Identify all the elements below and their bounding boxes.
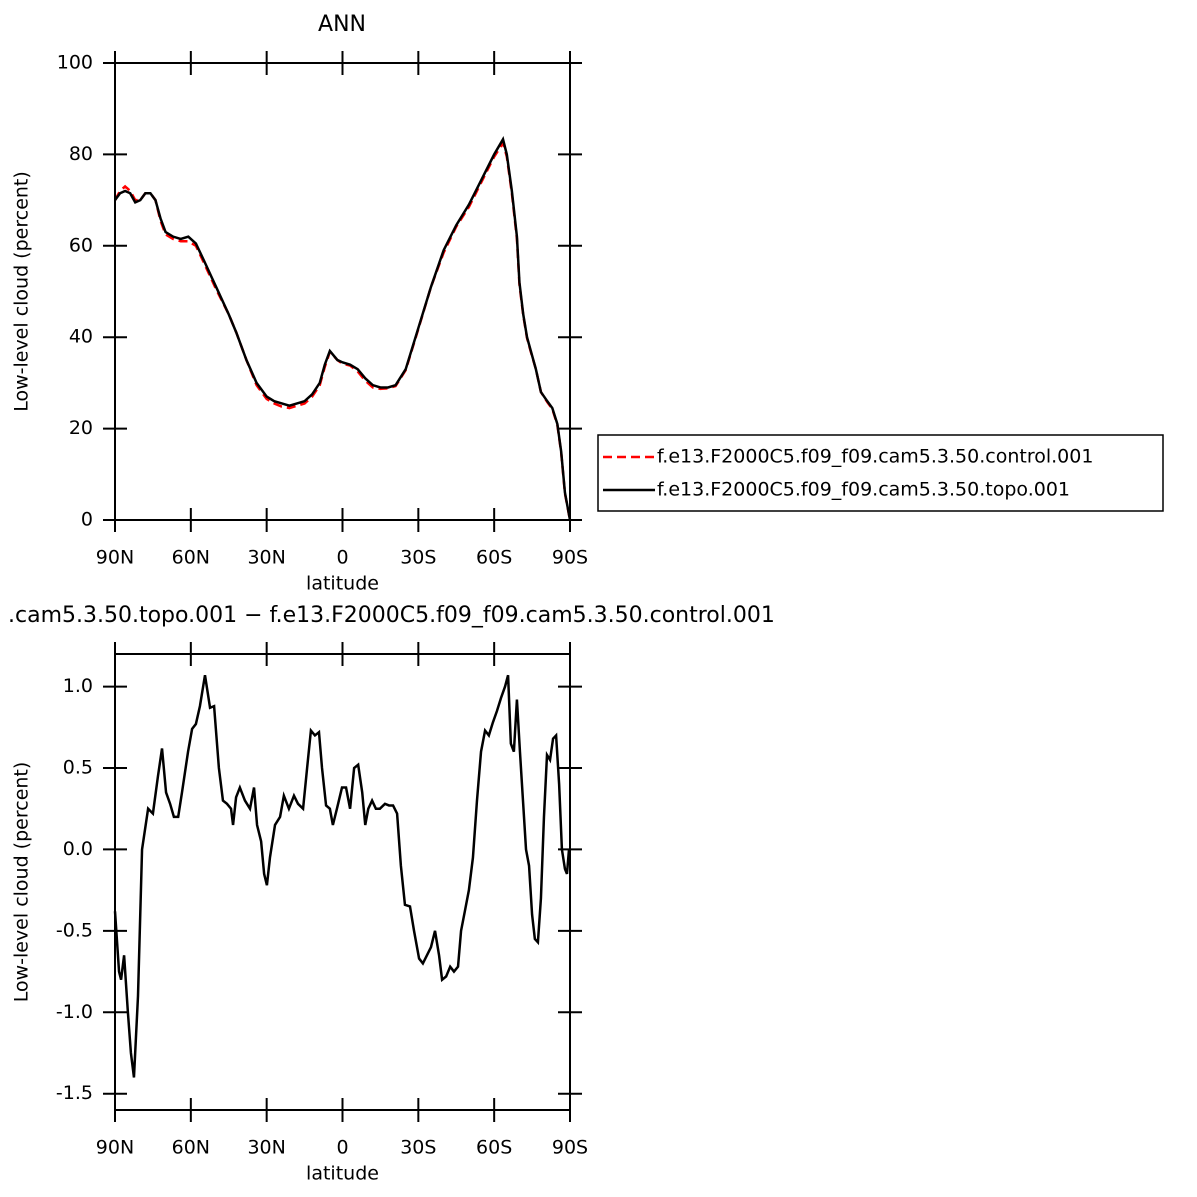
plot-frame [114,62,571,521]
y-tick-label: -1.0 [56,1001,93,1023]
x-tick-label: 60S [476,547,512,569]
x-tick-label: 90N [96,1137,134,1159]
data-line [113,139,572,521]
y-tick-label: 40 [69,326,93,348]
y-tick-label: -1.5 [56,1082,93,1104]
y-tick-label: 100 [57,52,93,74]
y-tick-label: 0.5 [63,757,93,779]
legend-label: f.e13.F2000C5.f09_f09.cam5.3.50.control.… [657,446,1093,468]
x-tick-label: 0 [336,547,348,569]
x-axis-label: latitude [306,1163,379,1185]
x-tick-label: 60N [172,547,210,569]
y-tick-label: 0.0 [63,838,93,860]
data-line [113,136,572,521]
x-tick-label: 60N [172,1137,210,1159]
x-tick-label: 30N [247,1137,285,1159]
y-axis-label: Low-level cloud (percent) [11,762,33,1003]
x-axis-label: latitude [306,573,379,595]
data-line [113,674,571,1078]
y-tick-label: -0.5 [56,919,93,941]
x-tick-label: 30S [400,1137,436,1159]
y-tick-label: 20 [69,417,93,439]
plot-frame [114,653,571,1111]
legend-box [597,434,1164,512]
y-tick-label: 1.0 [63,675,93,697]
chart-title: ANN [318,12,366,37]
y-tick-label: 80 [69,143,93,165]
x-tick-label: 90S [552,547,588,569]
x-tick-label: 90N [96,547,134,569]
x-tick-label: 90S [552,1137,588,1159]
x-tick-label: 30S [400,547,436,569]
chart-title: .cam5.3.50.topo.001 − f.e13.F2000C5.f09_… [8,603,775,628]
x-tick-label: 60S [476,1137,512,1159]
y-axis-label: Low-level cloud (percent) [11,171,33,412]
x-tick-label: 30N [247,547,285,569]
y-tick-label: 0 [81,509,93,531]
y-tick-label: 60 [69,234,93,256]
x-tick-label: 0 [336,1137,348,1159]
legend-label: f.e13.F2000C5.f09_f09.cam5.3.50.topo.001 [657,479,1070,501]
